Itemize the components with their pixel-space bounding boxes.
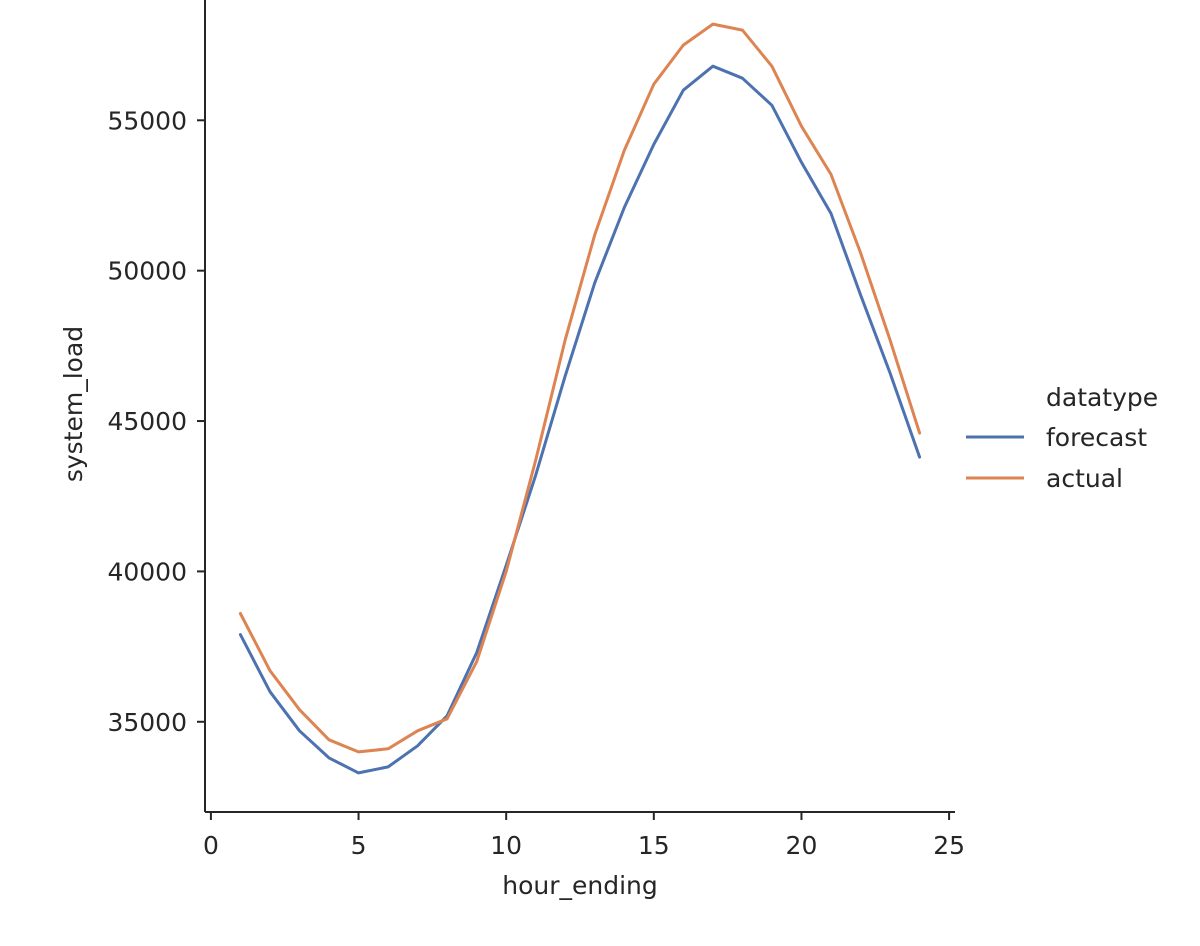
legend-label-actual: actual bbox=[1046, 464, 1123, 493]
series-line-forecast bbox=[238, 64, 922, 775]
legend: datatype forecast actual bbox=[966, 383, 1158, 493]
y-tick-label: 40000 bbox=[107, 557, 187, 586]
y-tick-label: 45000 bbox=[107, 407, 187, 436]
series-layer bbox=[238, 22, 922, 775]
series-line-actual bbox=[238, 22, 922, 754]
ticks: 0 5 10 15 20 25 35000 40000 45000 50000 55000 bbox=[107, 106, 965, 860]
x-tick-label: 20 bbox=[786, 831, 818, 860]
x-tick-label: 10 bbox=[490, 831, 522, 860]
y-tick-label: 55000 bbox=[107, 106, 187, 135]
x-tick-label: 25 bbox=[933, 831, 965, 860]
x-tick-label: 5 bbox=[351, 831, 367, 860]
x-tick-label: 15 bbox=[638, 831, 670, 860]
legend-label-forecast: forecast bbox=[1046, 423, 1147, 452]
y-tick-label: 50000 bbox=[107, 257, 187, 286]
legend-title: datatype bbox=[1046, 383, 1158, 412]
y-axis-label: system_load bbox=[59, 326, 88, 482]
axes bbox=[204, 0, 955, 813]
x-tick-label: 0 bbox=[203, 831, 219, 860]
y-tick-label: 35000 bbox=[107, 708, 187, 737]
x-axis-label: hour_ending bbox=[502, 871, 658, 900]
